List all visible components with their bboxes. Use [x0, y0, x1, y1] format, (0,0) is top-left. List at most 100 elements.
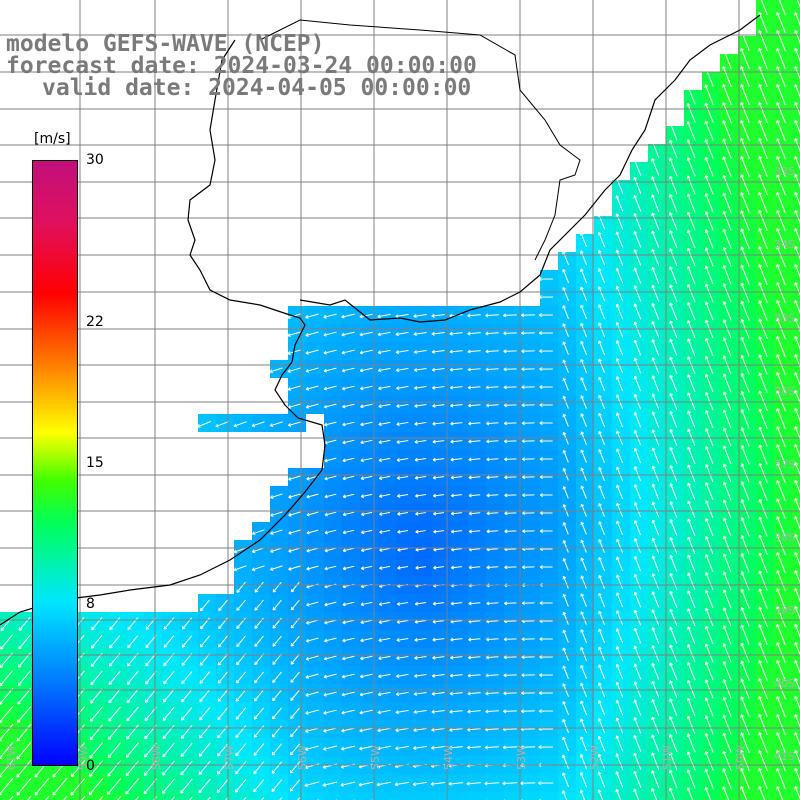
field-cell	[792, 720, 800, 738]
wind-arrow-head	[597, 286, 602, 290]
wind-arrow-head	[360, 494, 365, 499]
wind-arrow	[467, 314, 481, 317]
wind-arrow	[687, 157, 696, 177]
wind-arrow-head	[722, 192, 727, 197]
wind-arrow-head	[722, 102, 726, 106]
field-cell	[792, 126, 800, 144]
field-cell	[792, 540, 800, 558]
wind-arrow-head	[323, 368, 328, 373]
wind-arrow	[269, 421, 283, 427]
wind-arrow-head	[342, 458, 346, 463]
wind-arrow	[740, 156, 750, 178]
wind-arrow-head	[616, 484, 620, 489]
wind-arrow	[723, 481, 732, 501]
wind-arrow	[669, 121, 678, 141]
wind-arrow-head	[414, 475, 419, 480]
wind-arrow	[722, 138, 732, 159]
wind-arrow	[432, 368, 445, 371]
wind-arrow-head	[324, 422, 328, 427]
wind-arrow-head	[615, 231, 620, 235]
wind-arrow	[468, 494, 481, 497]
wind-arrow	[485, 368, 499, 371]
wind-arrow-head	[704, 84, 709, 88]
wind-arrow-head	[615, 213, 620, 217]
wind-arrow	[634, 249, 642, 266]
wind-arrow	[504, 548, 517, 550]
wind-arrow-head	[378, 458, 382, 463]
wind-arrow-head	[431, 367, 436, 372]
field-cell	[144, 792, 162, 800]
wind-arrow-head	[740, 481, 745, 485]
wind-arrow	[450, 476, 463, 479]
wind-arrow-head	[616, 430, 620, 434]
wind-arrow	[776, 30, 786, 52]
field-cell	[792, 360, 800, 378]
field-cell	[792, 90, 800, 108]
wind-arrow	[306, 493, 319, 498]
wind-arrow-head	[377, 332, 381, 337]
wind-arrow	[361, 529, 373, 534]
wind-arrow	[776, 444, 786, 465]
field-cell	[612, 792, 630, 800]
wind-arrow-head	[521, 439, 525, 444]
wind-arrow	[723, 463, 732, 483]
wind-arrow	[431, 350, 445, 353]
wind-arrow	[432, 458, 445, 461]
wind-arrow	[431, 314, 445, 317]
colorbar-units: [m/s]	[34, 131, 71, 147]
wind-arrow-head	[776, 174, 780, 178]
wind-arrow-head	[397, 529, 401, 534]
wind-arrow	[723, 391, 732, 411]
wind-arrow-head	[415, 529, 419, 534]
wind-arrow-head	[740, 499, 745, 503]
wind-arrow	[758, 120, 768, 142]
wind-arrow	[397, 493, 409, 497]
wind-arrow	[634, 339, 642, 356]
wind-arrow-head	[669, 266, 673, 270]
wind-arrow-head	[521, 403, 525, 408]
wind-arrow	[306, 403, 319, 408]
wind-arrow-head	[651, 176, 655, 180]
wind-arrow	[324, 457, 337, 462]
wind-arrow-head	[740, 445, 745, 449]
wind-arrow-head	[651, 158, 655, 162]
wind-arrow-head	[378, 386, 382, 391]
field-cell	[216, 792, 234, 800]
wind-arrow	[705, 139, 714, 159]
wind-arrow	[342, 511, 355, 516]
wind-arrow-head	[486, 457, 490, 462]
wind-arrow	[379, 529, 391, 533]
wind-arrow-head	[305, 315, 309, 319]
wind-arrow-head	[722, 481, 727, 486]
wind-arrow	[687, 284, 696, 303]
wind-arrow	[705, 374, 714, 393]
wind-arrow-head	[468, 529, 473, 534]
wind-arrow-head	[776, 282, 780, 286]
wind-arrow-head	[538, 277, 542, 282]
wind-arrow-head	[431, 313, 435, 318]
wind-arrow-head	[562, 359, 567, 363]
wind-arrow	[450, 386, 463, 389]
wind-arrow-head	[342, 422, 346, 427]
wind-arrow-head	[449, 385, 454, 390]
wind-arrow	[379, 475, 391, 479]
wind-arrow-head	[468, 439, 472, 444]
wind-arrow-head	[669, 429, 674, 433]
wind-arrow	[634, 303, 642, 320]
wind-arrow-head	[758, 48, 762, 52]
wind-arrow-head	[539, 349, 543, 354]
wind-arrow-head	[450, 511, 455, 516]
wind-arrow-head	[687, 374, 691, 378]
wind-arrow-head	[704, 120, 709, 125]
wind-arrow-head	[687, 446, 691, 451]
wind-arrow-head	[633, 231, 638, 235]
wind-arrow	[580, 323, 588, 338]
wind-arrow	[598, 286, 606, 302]
wind-arrow-head	[758, 66, 762, 70]
wind-arrow	[324, 403, 337, 408]
wind-arrow	[414, 440, 427, 443]
wind-arrow	[377, 313, 391, 318]
wind-arrow-head	[794, 120, 798, 124]
wind-arrow	[450, 458, 463, 461]
wind-arrow-head	[687, 392, 691, 396]
